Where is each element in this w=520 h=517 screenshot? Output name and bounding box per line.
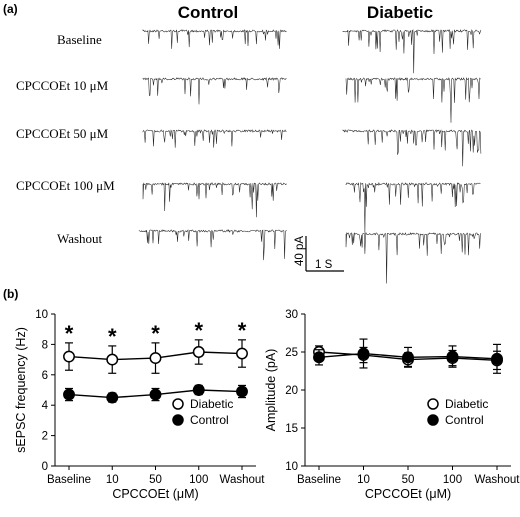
- y-tick-label: 10: [285, 461, 298, 473]
- trace-control-row-5: [138, 229, 287, 261]
- significance-marker: *: [238, 318, 247, 343]
- y-tick-label: 30: [285, 309, 298, 321]
- data-point-control: [106, 391, 119, 404]
- condition-label-100um: CPCCOEt 100 μM: [16, 178, 115, 193]
- legend-label-diabetic: Diabetic: [445, 397, 488, 411]
- data-point-diabetic: [149, 352, 162, 365]
- data-point-diabetic: [106, 353, 119, 366]
- y-tick-label: 15: [285, 423, 298, 435]
- frequency-chart: 0 2 4 6 8 10 Baseline 10 50 100 Washout CPCCOEt (μM…: [14, 309, 265, 501]
- data-point-control: [402, 351, 414, 364]
- y-axis-label: sEPSC frequency (Hz): [14, 327, 28, 453]
- data-point-diabetic: [236, 347, 248, 360]
- x-axis-label: CPCCOEt (μM): [112, 487, 198, 501]
- trace-diabetic-row-4: [345, 182, 481, 233]
- condition-label-baseline: Baseline: [57, 32, 102, 47]
- trace-control-row-2: [142, 77, 287, 105]
- data-point-control: [446, 350, 459, 363]
- x-tick-label: 100: [443, 474, 462, 486]
- y-axis-label: Amplitude (pA): [264, 349, 278, 432]
- y-tick-label: 4: [42, 400, 49, 412]
- scale-bar: 40 pA 1 S: [294, 236, 344, 272]
- trace-diabetic-row-3: [342, 129, 482, 167]
- trace-control-row-3: [142, 129, 287, 148]
- scale-bar-time: 1 S: [315, 259, 333, 271]
- y-tick-label: 20: [285, 385, 298, 397]
- data-point-diabetic: [192, 346, 205, 358]
- x-tick-label: 10: [106, 474, 119, 486]
- trace-diabetic-row-5: [345, 232, 481, 284]
- legend-label-control: Control: [445, 413, 484, 427]
- data-point-control: [236, 385, 248, 398]
- trace-control-row-1: [142, 29, 287, 49]
- significance-marker: *: [65, 321, 74, 346]
- scale-bar-amplitude: 40 pA: [294, 236, 306, 266]
- condition-label-10um: CPCCOEt 10 μM: [16, 78, 109, 93]
- data-point-control: [149, 388, 162, 401]
- trace-diabetic-row-1: [342, 28, 482, 74]
- y-tick-label: 0: [42, 461, 48, 473]
- y-tick-label: 10: [35, 309, 48, 321]
- legend-label-control: Control: [190, 413, 229, 427]
- data-point-control: [357, 347, 370, 360]
- data-point-diabetic: [63, 350, 75, 363]
- x-tick-label: Washout: [220, 474, 266, 486]
- legend-marker-diabetic: [172, 398, 184, 410]
- trace-control-row-4: [142, 182, 287, 218]
- panel-label-b: (b): [3, 287, 18, 301]
- x-tick-label: 50: [149, 474, 162, 486]
- y-tick-label: 6: [42, 370, 48, 382]
- condition-label-washout: Washout: [57, 231, 103, 246]
- control-header: Control: [178, 3, 238, 22]
- significance-marker: *: [194, 318, 203, 343]
- x-tick-label: Washout: [475, 474, 520, 486]
- data-point-control: [313, 351, 325, 364]
- y-tick-label: 2: [42, 431, 48, 443]
- diabetic-header: Diabetic: [367, 3, 433, 22]
- significance-marker: *: [151, 321, 160, 346]
- significance-marker: *: [108, 324, 117, 349]
- legend-marker-control: [427, 414, 439, 426]
- panel-label-a: (a): [3, 2, 18, 16]
- legend-marker-diabetic: [427, 398, 439, 410]
- current-traces: [138, 28, 482, 284]
- trace-diabetic-row-2: [345, 77, 481, 123]
- data-point-control: [192, 384, 205, 396]
- data-point-control: [491, 352, 503, 365]
- condition-label-50um: CPCCOEt 50 μM: [16, 126, 109, 141]
- legend-marker-control: [172, 414, 184, 426]
- x-tick-label: Baseline: [297, 474, 341, 486]
- x-tick-label: 100: [189, 474, 208, 486]
- x-tick-label: 50: [402, 474, 415, 486]
- x-axis-label: CPCCOEt (μM): [365, 487, 451, 501]
- x-tick-label: Baseline: [47, 474, 91, 486]
- y-tick-label: 25: [285, 347, 298, 359]
- x-tick-label: 10: [357, 474, 370, 486]
- data-point-control: [63, 388, 75, 401]
- legend-label-diabetic: Diabetic: [190, 397, 233, 411]
- y-tick-label: 8: [42, 339, 48, 351]
